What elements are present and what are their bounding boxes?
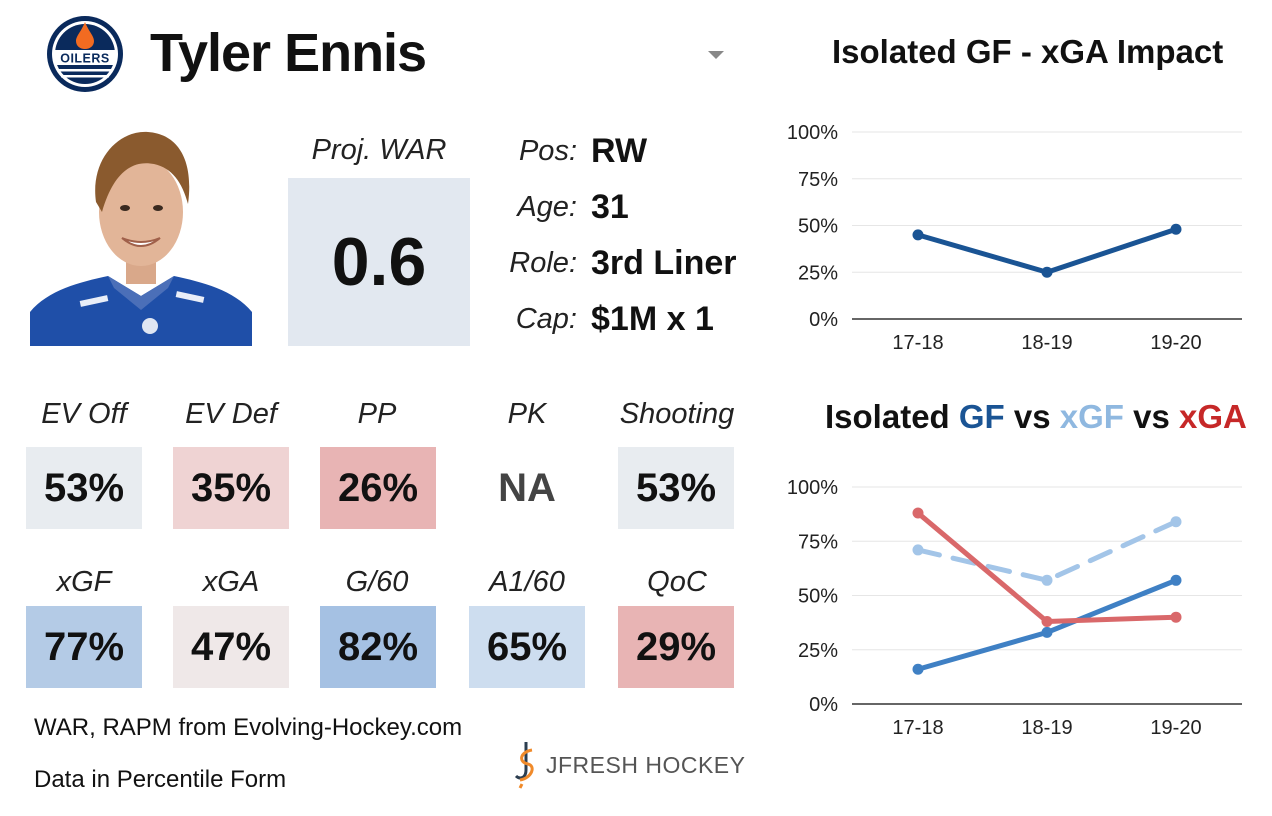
info-label: Age: <box>517 190 577 223</box>
y-tick-label: 75% <box>798 531 838 553</box>
chart2-title: Isolated GF vs xGF vs xGA <box>825 398 1247 436</box>
logo-text: OILERS <box>60 52 110 66</box>
stat-value-qoc: 29% <box>618 606 734 688</box>
stat-value-xgf: 77% <box>26 606 142 688</box>
data-point <box>912 663 924 675</box>
info-value: $1M x 1 <box>591 299 714 338</box>
info-label: Cap: <box>515 302 577 335</box>
y-tick-label: 0% <box>809 309 838 331</box>
data-point <box>1170 611 1182 623</box>
source-note: WAR, RAPM from Evolving-Hockey.com <box>34 714 463 741</box>
stat-label-xga: xGA <box>202 566 260 598</box>
y-tick-label: 100% <box>787 122 838 144</box>
percentile-note: Data in Percentile Form <box>34 766 287 793</box>
y-tick-label: 25% <box>798 640 838 662</box>
data-point <box>1041 574 1053 586</box>
series-line-xgf <box>915 519 1179 583</box>
stat-value-shooting: 53% <box>618 447 734 529</box>
brand-text: JFRESH HOCKEY <box>546 751 746 778</box>
stat-value-ev-def: 35% <box>173 447 289 529</box>
stat-value-a160: 65% <box>469 606 585 688</box>
data-point <box>1170 223 1182 235</box>
data-point <box>1041 626 1053 638</box>
y-tick-label: 0% <box>809 694 838 716</box>
x-tick-label: 19-20 <box>1150 332 1201 354</box>
stat-label-ev-off: EV Off <box>41 398 127 430</box>
data-point <box>912 544 924 556</box>
info-label: Pos: <box>518 134 577 167</box>
x-tick-label: 18-19 <box>1021 717 1072 739</box>
stat-label-xgf: xGF <box>56 566 112 598</box>
war-label: Proj. WAR <box>311 134 447 166</box>
stat-label-pp: PP <box>357 398 397 430</box>
data-point <box>1041 616 1053 628</box>
brand: JFRESH HOCKEY <box>510 740 745 790</box>
chart2-title-gf: GF <box>958 398 1005 435</box>
info-row-pos: Pos: RW <box>505 131 647 171</box>
stat-label-pk: PK <box>507 398 547 430</box>
y-tick-label: 75% <box>798 169 838 191</box>
info-value: 3rd Liner <box>591 243 737 282</box>
stat-value-pp: 26% <box>320 447 436 529</box>
chart2-line-chart: 100% 75% 50% 25% 0% 17-18 18-19 19-20 <box>787 477 1242 739</box>
chart2-title-xgf: xGF <box>1059 398 1124 435</box>
x-tick-label: 17-18 <box>892 717 943 739</box>
player-photo <box>30 120 252 346</box>
jfresh-logo-icon <box>514 742 534 789</box>
stat-label-g60: G/60 <box>345 566 409 598</box>
x-tick-label: 18-19 <box>1021 332 1072 354</box>
info-label: Role: <box>509 246 577 279</box>
y-tick-label: 25% <box>798 262 838 284</box>
player-name: Tyler Ennis <box>150 23 427 83</box>
chart2-title-part: Isolated <box>825 398 959 435</box>
oilers-logo: OILERS <box>47 16 123 92</box>
data-point <box>912 507 924 519</box>
chevron-down-icon[interactable] <box>708 51 724 59</box>
data-point <box>1170 516 1182 528</box>
info-row-cap: Cap: $1M x 1 <box>505 299 714 339</box>
chart1-title: Isolated GF - xGA Impact <box>832 33 1224 70</box>
stat-value-g60: 82% <box>320 606 436 688</box>
data-point <box>912 229 924 241</box>
series-line-0 <box>915 226 1179 275</box>
stat-label-qoc: QoC <box>647 566 707 598</box>
y-tick-label: 50% <box>798 216 838 238</box>
stat-label-ev-def: EV Def <box>185 398 277 430</box>
chart1-line-chart: 100% 75% 50% 25% 0% 17-18 18-19 19-20 <box>787 122 1242 354</box>
data-point <box>1041 266 1053 278</box>
info-value: 31 <box>591 187 629 226</box>
chart2-title-part: vs <box>1123 398 1179 435</box>
stat-label-a160: A1/60 <box>489 566 565 598</box>
x-tick-label: 19-20 <box>1150 717 1201 739</box>
chart2-title-part: vs <box>1004 398 1060 435</box>
y-tick-label: 50% <box>798 586 838 608</box>
stat-value-pk: NA <box>469 447 585 529</box>
series-line-xga <box>915 510 1179 625</box>
y-tick-label: 100% <box>787 477 838 499</box>
info-row-age: Age: 31 <box>505 187 629 227</box>
stat-label-shooting: Shooting <box>619 398 735 430</box>
chart2-title-xga: xGA <box>1178 398 1247 435</box>
stat-value-xga: 47% <box>173 606 289 688</box>
info-value: RW <box>591 131 648 170</box>
stat-value-ev-off: 53% <box>26 447 142 529</box>
info-row-role: Role: 3rd Liner <box>505 243 736 283</box>
x-tick-label: 17-18 <box>892 332 943 354</box>
war-value: 0.6 <box>288 178 470 346</box>
data-point <box>1170 574 1182 586</box>
